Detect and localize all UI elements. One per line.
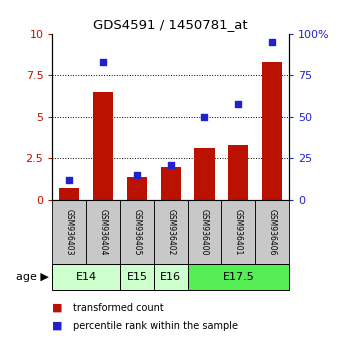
Text: ■: ■ [52, 303, 63, 313]
Bar [255, 200, 289, 264]
Text: E17.5: E17.5 [222, 272, 254, 282]
Bar [161, 167, 181, 200]
Point [202, 114, 207, 120]
Point [168, 162, 173, 168]
Bar [52, 264, 120, 290]
Bar [194, 148, 215, 200]
Point [236, 101, 241, 106]
Bar [120, 264, 154, 290]
Point [269, 39, 275, 45]
Text: ■: ■ [52, 321, 63, 331]
Bar [188, 264, 289, 290]
Bar [52, 200, 86, 264]
Bar [188, 200, 221, 264]
Text: E15: E15 [126, 272, 147, 282]
Text: GSM936401: GSM936401 [234, 209, 243, 255]
Bar [228, 145, 248, 200]
Text: E14: E14 [76, 272, 97, 282]
Text: GSM936405: GSM936405 [132, 209, 141, 255]
Text: percentile rank within the sample: percentile rank within the sample [73, 321, 238, 331]
Bar [127, 177, 147, 200]
Bar [154, 264, 188, 290]
Text: GSM936400: GSM936400 [200, 209, 209, 255]
Title: GDS4591 / 1450781_at: GDS4591 / 1450781_at [93, 18, 248, 31]
Bar [93, 92, 113, 200]
Text: GSM936403: GSM936403 [65, 209, 74, 255]
Text: GSM936406: GSM936406 [268, 209, 276, 255]
Text: age ▶: age ▶ [16, 272, 49, 282]
Bar [59, 188, 79, 200]
Text: transformed count: transformed count [73, 303, 163, 313]
Text: GSM936402: GSM936402 [166, 209, 175, 255]
Point [100, 59, 106, 65]
Text: E16: E16 [160, 272, 181, 282]
Text: GSM936404: GSM936404 [99, 209, 107, 255]
Bar [86, 200, 120, 264]
Bar [120, 200, 154, 264]
Bar [221, 200, 255, 264]
Bar [262, 62, 282, 200]
Bar [154, 200, 188, 264]
Point [134, 172, 140, 178]
Point [67, 177, 72, 183]
